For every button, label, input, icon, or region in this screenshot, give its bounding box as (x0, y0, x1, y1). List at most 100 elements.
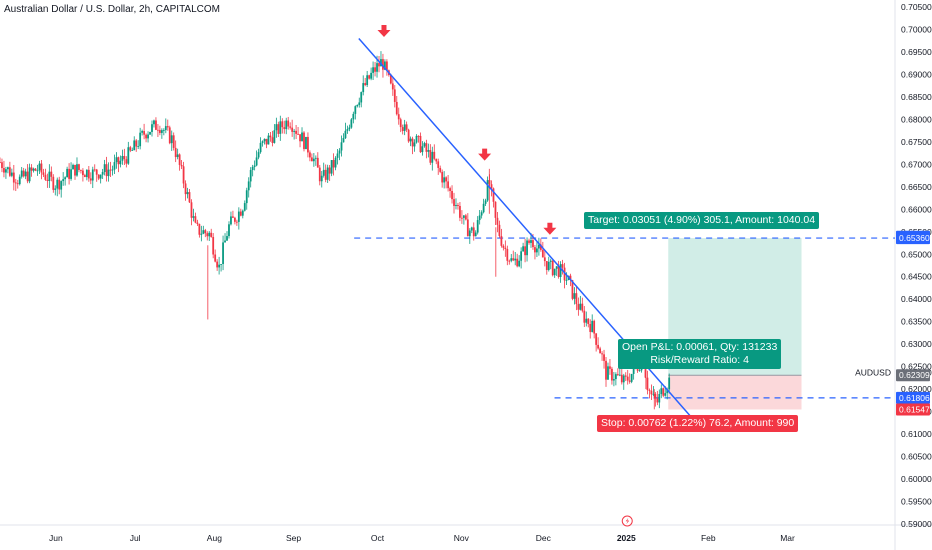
x-tick-label: 2025 (617, 533, 636, 543)
candle-body (190, 202, 193, 218)
candle-body (247, 181, 250, 191)
candle-body (348, 127, 351, 130)
candle-body (589, 324, 592, 332)
candle-body (275, 124, 278, 131)
candle-body (243, 203, 246, 211)
lightning-icon (625, 518, 630, 525)
candle-body (101, 172, 104, 175)
candle-body (220, 264, 222, 265)
candle-body (42, 172, 45, 175)
candle-body (470, 227, 473, 231)
candle-body (89, 178, 92, 181)
candle-body (391, 83, 394, 90)
candle-body (451, 190, 453, 200)
candle-body (328, 167, 331, 174)
candle-body (210, 232, 213, 237)
price-tag-text: 0.61806 (899, 393, 930, 403)
y-tick-label: 0.67500 (901, 137, 932, 147)
candle-body (603, 354, 605, 361)
candle-body (149, 131, 151, 135)
y-tick-label: 0.62500 (901, 362, 932, 372)
y-tick-label: 0.70500 (901, 2, 932, 12)
y-tick-label: 0.60000 (901, 474, 932, 484)
candle-body (158, 130, 161, 133)
candle-body (174, 147, 177, 158)
candle-body (599, 348, 601, 354)
candle-body (316, 157, 319, 168)
candle-body (123, 155, 126, 160)
candle-body (514, 258, 517, 261)
x-tick-label: Sep (286, 533, 301, 543)
candle-body (188, 192, 191, 203)
candle-body (303, 132, 305, 150)
down-arrow-icon (543, 222, 557, 235)
x-tick-label: Oct (371, 533, 385, 543)
candle-body (389, 74, 392, 84)
y-tick-label: 0.68000 (901, 114, 932, 124)
candle-body (547, 261, 550, 270)
candle-body (638, 370, 641, 372)
candle-body (368, 75, 371, 79)
candle-body (34, 168, 37, 171)
candle-body (593, 320, 596, 334)
candle-body (28, 167, 31, 182)
down-arrow-icon (478, 148, 492, 161)
candle-body (198, 223, 201, 235)
candle-body (66, 168, 69, 178)
candle-body (22, 170, 25, 177)
candle-body (237, 211, 240, 222)
candle-body (654, 393, 657, 399)
candle-body (445, 177, 448, 182)
candle-body (310, 157, 313, 162)
y-tick-label: 0.66500 (901, 182, 932, 192)
candle-body (472, 227, 475, 237)
candle-body (330, 160, 333, 174)
candle-body (241, 210, 244, 216)
candle-body (137, 146, 140, 147)
candle-body (399, 119, 402, 128)
open-pl-label: Open P&L: 0.00061, Qty: 131233 Risk/Rewa… (618, 338, 782, 369)
candle-body (403, 124, 406, 131)
candle-body (133, 140, 136, 151)
candle-body (557, 266, 560, 277)
candle-body (658, 394, 661, 403)
candle-body (587, 318, 590, 325)
candle-body (168, 127, 171, 144)
candle-body (346, 129, 349, 131)
candle-body (235, 221, 238, 223)
candle-body (437, 161, 440, 168)
candle-body (176, 154, 179, 158)
stop-label: Stop: 0.00762 (1.22%) 76.2, Amount: 990 (597, 415, 799, 433)
candle-body (164, 126, 167, 131)
x-tick-label: Aug (207, 533, 222, 543)
candle-body (295, 130, 297, 134)
y-tick-label: 0.70000 (901, 24, 932, 34)
candle-body (356, 104, 359, 107)
candle-body (500, 235, 503, 246)
candle-body (125, 159, 128, 164)
candle-body (449, 188, 451, 191)
candle-body (382, 59, 384, 70)
candle-body (474, 232, 477, 237)
candle-body (204, 230, 207, 234)
candle-body (291, 127, 294, 132)
candle-body (559, 264, 562, 277)
candle-body (64, 177, 67, 180)
candle-body (581, 303, 584, 311)
candle-body (50, 171, 53, 177)
candle-body (249, 170, 252, 182)
candle-body (36, 170, 39, 172)
candle-body (56, 179, 59, 189)
candle-body (358, 102, 361, 105)
candle-body (76, 164, 78, 176)
candle-body (524, 246, 526, 256)
price-tag (896, 391, 930, 404)
x-tick-label: Jun (49, 533, 63, 543)
candle-body (395, 101, 398, 115)
candle-body (119, 160, 122, 165)
candle-body (461, 217, 463, 219)
candle-body (30, 167, 33, 171)
candle-body (263, 138, 266, 142)
candle-body (178, 154, 181, 165)
